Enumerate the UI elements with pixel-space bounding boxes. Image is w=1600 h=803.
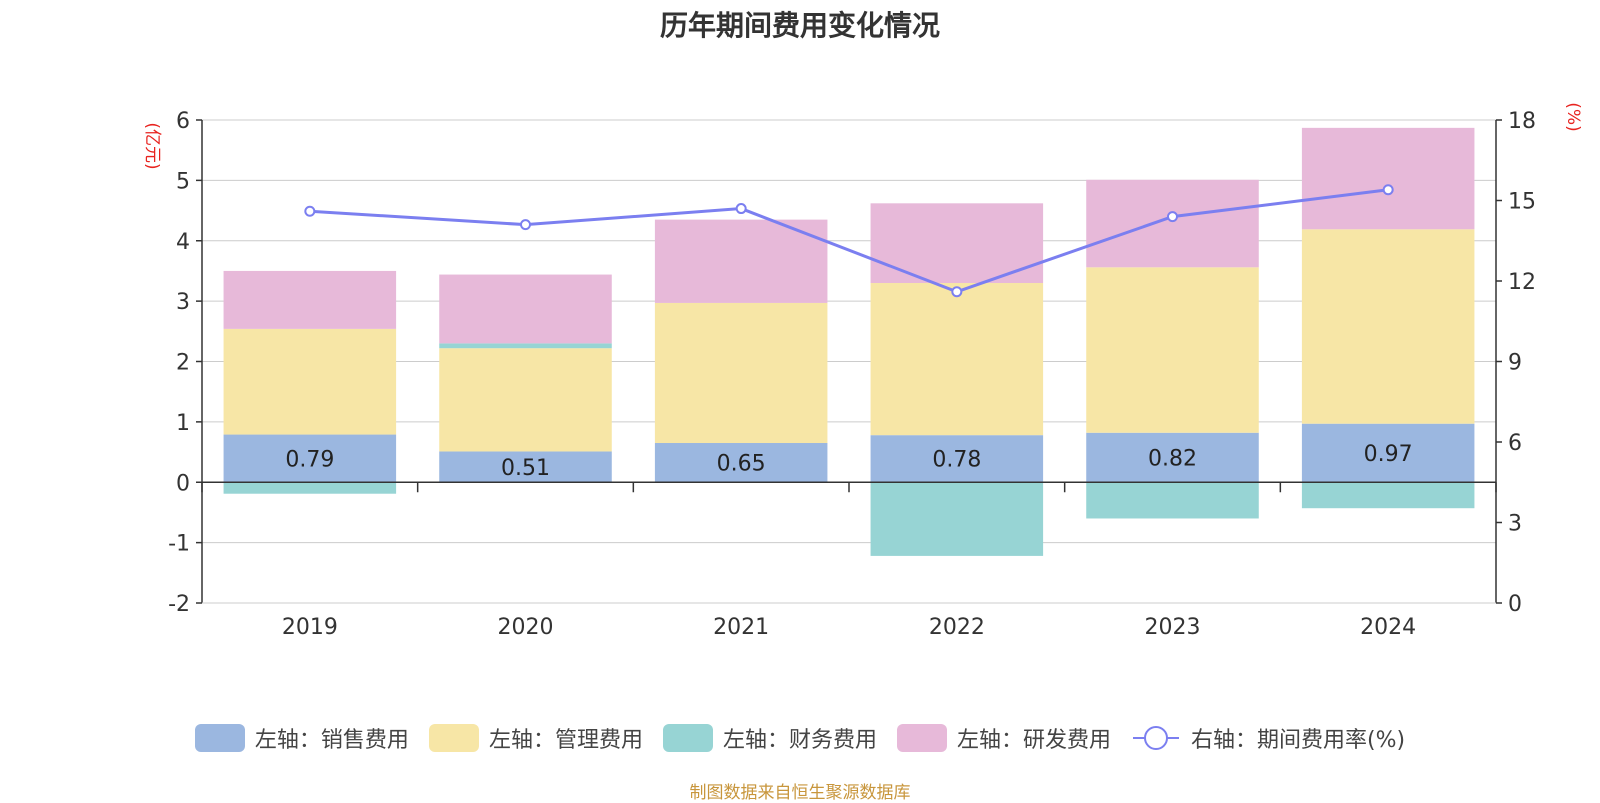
- bar-data-label: 0.79: [285, 447, 334, 472]
- legend-label: 左轴：研发费用: [956, 728, 1111, 753]
- bar-segment: [1301, 482, 1475, 509]
- bar-segment: [223, 270, 397, 329]
- bar-segment: [223, 328, 397, 435]
- rate-point: [304, 205, 316, 217]
- y-left-tick-label: 5: [176, 169, 190, 194]
- legend-label: 左轴：销售费用: [254, 728, 409, 753]
- legend-item[interactable]: 右轴：期间费用率(%): [1131, 722, 1405, 754]
- x-tick-label: 2023: [1145, 615, 1201, 640]
- chart-title: 历年期间费用变化情况: [659, 9, 940, 42]
- bar-data-label: 0.78: [932, 448, 981, 473]
- bar-data-label: 0.51: [501, 456, 550, 481]
- bar-segment: [870, 482, 1044, 556]
- y-right-tick-label: 3: [1508, 512, 1522, 537]
- y-right-tick-label: 12: [1508, 270, 1536, 295]
- legend-label: 左轴：管理费用: [488, 728, 643, 753]
- y-right-tick-label: 9: [1508, 351, 1522, 376]
- x-tick-label: 2020: [498, 615, 554, 640]
- bar-segment: [1086, 179, 1259, 268]
- legend-line-marker-icon: [1132, 726, 1179, 750]
- bar-segment: [870, 283, 1044, 436]
- bar-segment: [654, 443, 828, 483]
- bar-data-label: 0.82: [1148, 446, 1197, 471]
- bar-segment: [223, 482, 397, 494]
- bar-segment: [1086, 267, 1259, 433]
- y-left-tick-label: 3: [176, 290, 190, 315]
- rate-point: [1167, 211, 1178, 223]
- bar-segment: [870, 435, 1044, 483]
- bar-data-label: 0.65: [717, 452, 766, 477]
- legend-item[interactable]: 左轴：销售费用: [194, 722, 409, 754]
- bar-segment: [654, 302, 828, 444]
- chart-svg: 0.79 0.51 0.65 0.78 0.82 0.97-2-1012345603691…: [142, 102, 1583, 640]
- y-left-tick-label: 2: [176, 351, 190, 376]
- bar-segment: [1301, 229, 1475, 424]
- y-left-tick-label: 6: [176, 109, 190, 134]
- bar-segment: [439, 451, 612, 483]
- y-right-tick-label: 6: [1508, 431, 1522, 456]
- x-tick-label: 2021: [713, 615, 769, 640]
- legend-swatch: [428, 724, 479, 752]
- y-left-tick-label: 4: [176, 230, 190, 255]
- rate-point: [520, 219, 531, 231]
- y-right-tick-label: 0: [1508, 592, 1522, 617]
- rate-point: [1382, 184, 1394, 196]
- y-left-axis-label: (亿元): [142, 122, 162, 169]
- bar-segment: [654, 219, 828, 303]
- y-left-tick-label: 1: [176, 411, 190, 436]
- rate-point: [951, 286, 963, 298]
- bar-segment: [439, 343, 612, 349]
- legend-label: 右轴：期间费用率(%): [1190, 728, 1406, 753]
- bar-segment: [1301, 127, 1475, 230]
- y-right-tick-label: 15: [1508, 190, 1536, 215]
- bar-segment: [1301, 423, 1475, 483]
- y-right-axis-label: (%): [1563, 102, 1583, 131]
- source-note: 制图数据来自恒生聚源数据库: [689, 783, 911, 803]
- bar-segment: [1086, 482, 1259, 519]
- y-left-tick-label: 0: [176, 471, 190, 496]
- bar-segment: [1086, 432, 1259, 483]
- legend-label: 左轴：财务费用: [722, 728, 877, 753]
- y-right-tick-label: 18: [1508, 109, 1536, 134]
- x-tick-label: 2019: [282, 615, 338, 640]
- bar-segment: [223, 434, 397, 483]
- x-tick-label: 2022: [929, 615, 985, 640]
- legend-swatch: [896, 724, 947, 752]
- bar-segment: [439, 274, 612, 344]
- chart-legend: 左轴：销售费用 左轴：管理费用 左轴：财务费用 左轴：研发费用 右轴：期间费用率(%): [0, 722, 1600, 754]
- rate-point: [735, 203, 747, 215]
- x-tick-label: 2024: [1360, 615, 1416, 640]
- rate-line: [309, 188, 1389, 294]
- legend-swatch: [194, 724, 245, 752]
- legend-item[interactable]: 左轴：管理费用: [428, 722, 643, 754]
- bar-segment: [439, 348, 612, 452]
- legend-swatch: [662, 724, 713, 752]
- bar-data-label: 0.97: [1364, 442, 1413, 467]
- legend-item[interactable]: 左轴：财务费用: [662, 722, 877, 754]
- y-left-tick-label: -2: [168, 592, 190, 617]
- y-left-tick-label: -1: [168, 532, 190, 557]
- legend-item[interactable]: 左轴：研发费用: [896, 722, 1111, 754]
